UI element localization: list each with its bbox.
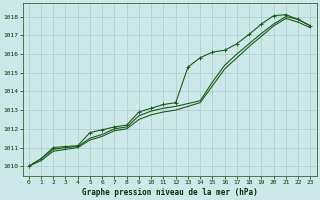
X-axis label: Graphe pression niveau de la mer (hPa): Graphe pression niveau de la mer (hPa): [82, 188, 258, 197]
